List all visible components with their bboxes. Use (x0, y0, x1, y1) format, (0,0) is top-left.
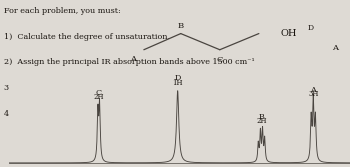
Text: 1)  Calculate the degree of unsaturation.: 1) Calculate the degree of unsaturation. (4, 33, 170, 41)
Text: 4)  Label the protons on your structure with letters and assign them to peaks on: 4) Label the protons on your structure w… (4, 110, 350, 118)
Text: A: A (310, 86, 316, 94)
Text: A: A (130, 55, 136, 63)
Text: (see the example below).: (see the example below). (4, 136, 118, 144)
Text: C: C (217, 56, 223, 64)
Text: 3)  Draw the structure of the compound: 3) Draw the structure of the compound (4, 84, 167, 92)
Text: For each problem, you must:: For each problem, you must: (4, 7, 121, 15)
Text: A: A (332, 44, 338, 52)
Text: B: B (178, 22, 184, 30)
Text: 1H: 1H (173, 79, 183, 87)
Text: C: C (96, 89, 102, 97)
Text: OH: OH (281, 29, 297, 38)
Text: D: D (308, 24, 314, 32)
Text: 2H: 2H (93, 93, 104, 101)
Text: 3H: 3H (308, 90, 318, 98)
Text: B: B (258, 113, 264, 121)
Text: 2)  Assign the principal IR absorption bands above 1500 cm⁻¹: 2) Assign the principal IR absorption ba… (4, 58, 255, 66)
Text: D: D (175, 74, 181, 82)
Text: 2H: 2H (256, 117, 267, 125)
